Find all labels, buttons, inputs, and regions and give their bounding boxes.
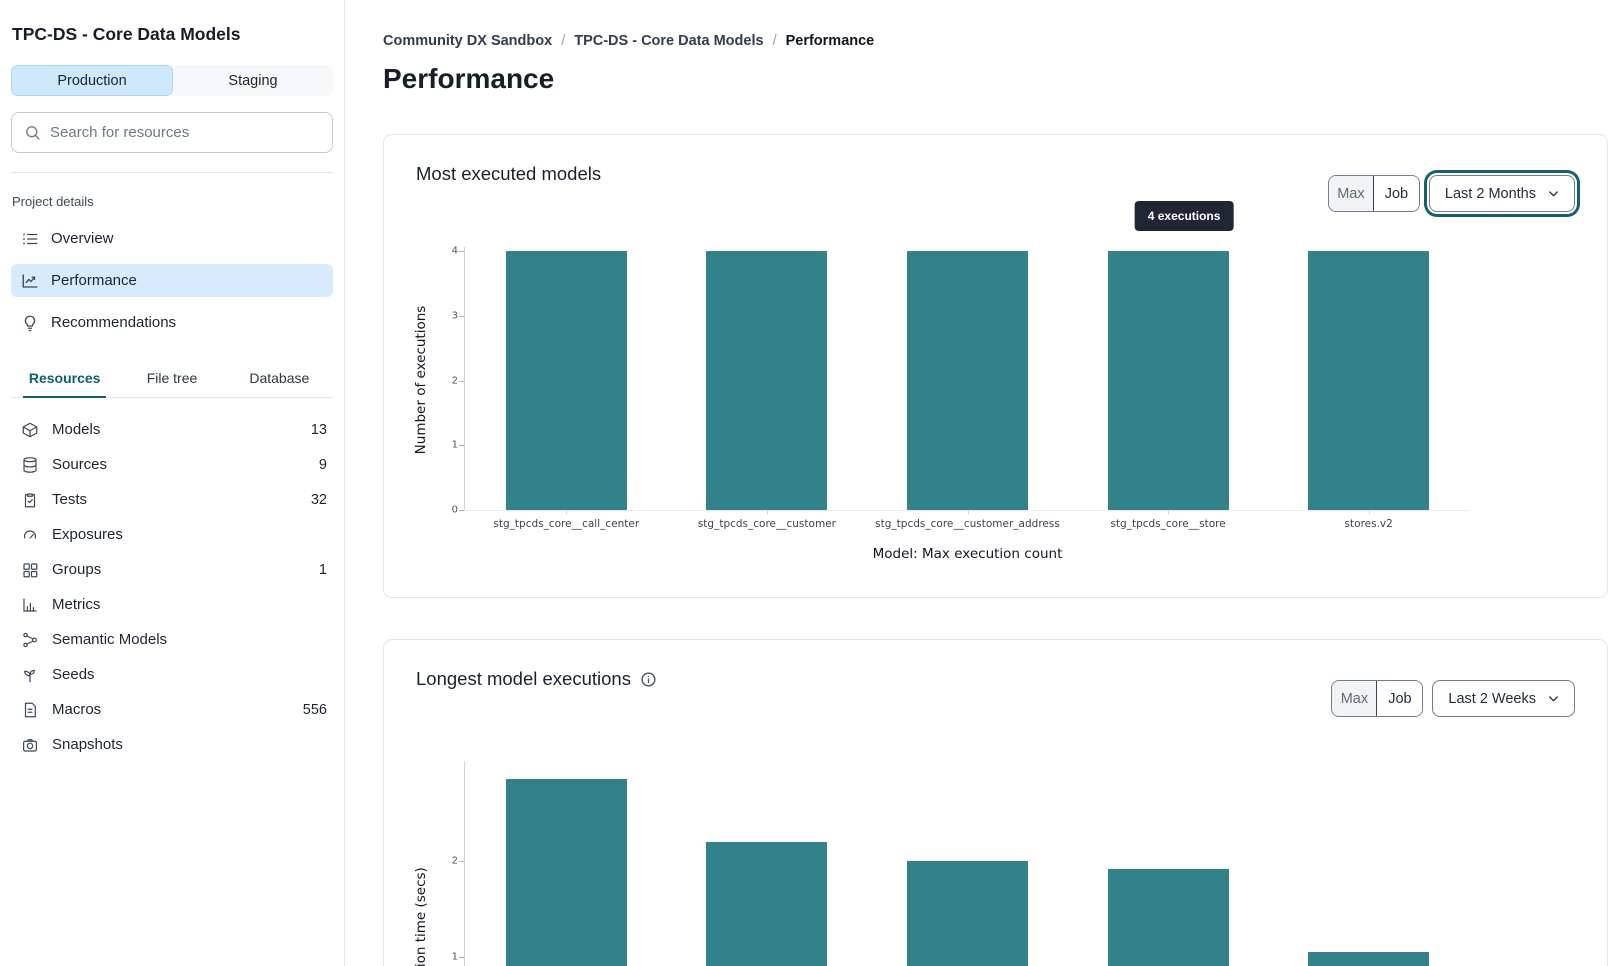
network-icon	[21, 631, 39, 649]
longest-model-executions-card: Longest model executions Max Job Last 2 …	[383, 639, 1608, 966]
sidebar-item-overview[interactable]: Overview	[11, 222, 333, 255]
resource-list: Models 13 Sources 9 Tests 32 Exposures G…	[11, 412, 333, 762]
breadcrumb-separator: /	[772, 33, 777, 49]
resource-count: 556	[302, 701, 327, 718]
project-nav: Overview Performance Recommendations	[11, 222, 333, 339]
chart-bar[interactable]	[706, 841, 828, 966]
chart-bar[interactable]	[907, 861, 1028, 966]
environment-toggle: Production Staging	[11, 65, 333, 96]
chart-bar[interactable]	[505, 251, 627, 510]
resource-row-semantic-models[interactable]: Semantic Models	[11, 622, 333, 657]
breadcrumb-separator: /	[561, 33, 566, 49]
chart-bar[interactable]	[706, 251, 828, 510]
chevron-down-icon	[1546, 186, 1561, 201]
main-content: Community DX Sandbox / TPC-DS - Core Dat…	[345, 0, 1621, 966]
page-title: Performance	[383, 63, 555, 94]
sidebar-item-recommendations[interactable]: Recommendations	[11, 306, 333, 339]
resource-label: Seeds	[52, 666, 95, 683]
time-range-select[interactable]: Last 2 Months	[1428, 175, 1575, 212]
time-range-value: Last 2 Months	[1444, 185, 1536, 202]
breadcrumb-current: Performance	[785, 33, 875, 49]
sidebar-divider	[11, 172, 333, 173]
chart-bar[interactable]	[907, 251, 1028, 510]
sidebar: TPC-DS - Core Data Models Production Sta…	[0, 0, 345, 966]
resource-label: Snapshots	[52, 736, 123, 753]
resource-tabs: Resources File tree Database	[11, 370, 333, 398]
resource-label: Models	[52, 421, 101, 438]
resource-row-macros[interactable]: Macros 556	[11, 692, 333, 727]
nav-label: Overview	[51, 230, 114, 247]
longest-model-executions-chart: 1 2 Execution time (secs)	[384, 640, 1607, 966]
resource-row-groups[interactable]: Groups 1	[11, 552, 333, 587]
tab-database[interactable]: Database	[249, 370, 310, 386]
project-details-label: Project details	[12, 194, 94, 209]
sprout-icon	[21, 666, 39, 684]
resource-count: 9	[318, 456, 327, 473]
resource-label: Macros	[52, 701, 102, 718]
database-icon	[21, 456, 39, 474]
resource-label: Sources	[52, 456, 108, 473]
resource-row-metrics[interactable]: Metrics	[11, 587, 333, 622]
nav-label: Recommendations	[51, 314, 177, 331]
resource-count: 1	[318, 561, 327, 578]
resource-search[interactable]	[11, 112, 333, 153]
lightbulb-icon	[21, 314, 39, 332]
toggle-job-button[interactable]: Job	[1373, 176, 1419, 211]
tab-resources[interactable]: Resources	[11, 370, 118, 398]
max-job-toggle: Max Job	[1331, 680, 1424, 717]
resource-row-sources[interactable]: Sources 9	[11, 447, 333, 482]
env-tab-production[interactable]: Production	[11, 65, 173, 96]
breadcrumb-account[interactable]: Community DX Sandbox	[383, 33, 553, 49]
chart-tooltip: 4 executions	[1134, 201, 1234, 231]
document-icon	[21, 701, 39, 719]
gauge-icon	[21, 526, 39, 544]
resource-row-seeds[interactable]: Seeds	[11, 657, 333, 692]
env-tab-staging[interactable]: Staging	[228, 72, 278, 89]
time-range-select[interactable]: Last 2 Weeks	[1432, 680, 1575, 717]
resource-label: Tests	[52, 491, 88, 508]
most-executed-models-card: Most executed models Max Job Last 2 Mont…	[383, 134, 1608, 598]
camera-icon	[21, 736, 39, 754]
toggle-max-button[interactable]: Max	[1332, 681, 1378, 716]
resource-label: Groups	[52, 561, 102, 578]
resource-label: Semantic Models	[52, 631, 168, 648]
resource-row-snapshots[interactable]: Snapshots	[11, 727, 333, 762]
toggle-max-button[interactable]: Max	[1328, 176, 1374, 211]
chart-bar[interactable]	[505, 779, 627, 966]
search-input[interactable]	[50, 124, 320, 141]
search-icon	[24, 124, 41, 141]
card-title: Longest model executions	[416, 668, 631, 689]
resource-row-exposures[interactable]: Exposures	[11, 517, 333, 552]
resource-row-tests[interactable]: Tests 32	[11, 482, 333, 517]
chevron-down-icon	[1546, 691, 1561, 706]
card-title: Most executed models	[416, 163, 602, 184]
breadcrumb-project[interactable]: TPC-DS - Core Data Models	[574, 33, 764, 49]
resource-count: 32	[310, 491, 327, 508]
resource-label: Exposures	[52, 526, 123, 543]
resource-count: 13	[310, 421, 327, 438]
grid-icon	[21, 561, 39, 579]
most-executed-models-chart: 0 1 2 3 4 stg_tpcds_core__call_center stg_tpcd…	[384, 135, 1607, 597]
chart-bar[interactable]	[1308, 952, 1430, 966]
breadcrumb: Community DX Sandbox / TPC-DS - Core Dat…	[383, 33, 1608, 49]
chart-bar[interactable]	[1308, 251, 1430, 510]
list-icon	[21, 230, 39, 248]
bar-chart-icon	[21, 596, 39, 614]
resource-row-models[interactable]: Models 13	[11, 412, 333, 447]
sidebar-item-performance[interactable]: Performance	[11, 264, 333, 297]
nav-label: Performance	[51, 272, 137, 289]
chart-bar[interactable]	[1107, 251, 1229, 510]
time-range-value: Last 2 Weeks	[1448, 690, 1536, 707]
project-title: TPC-DS - Core Data Models	[12, 24, 241, 44]
tab-file-tree[interactable]: File tree	[146, 370, 198, 386]
cube-icon	[21, 421, 39, 439]
info-icon[interactable]	[640, 671, 657, 688]
line-chart-icon	[21, 272, 39, 290]
resource-label: Metrics	[52, 596, 101, 613]
chart-bar[interactable]	[1107, 868, 1229, 966]
toggle-job-button[interactable]: Job	[1377, 681, 1423, 716]
clipboard-check-icon	[21, 491, 39, 509]
max-job-toggle: Max Job	[1327, 175, 1420, 212]
